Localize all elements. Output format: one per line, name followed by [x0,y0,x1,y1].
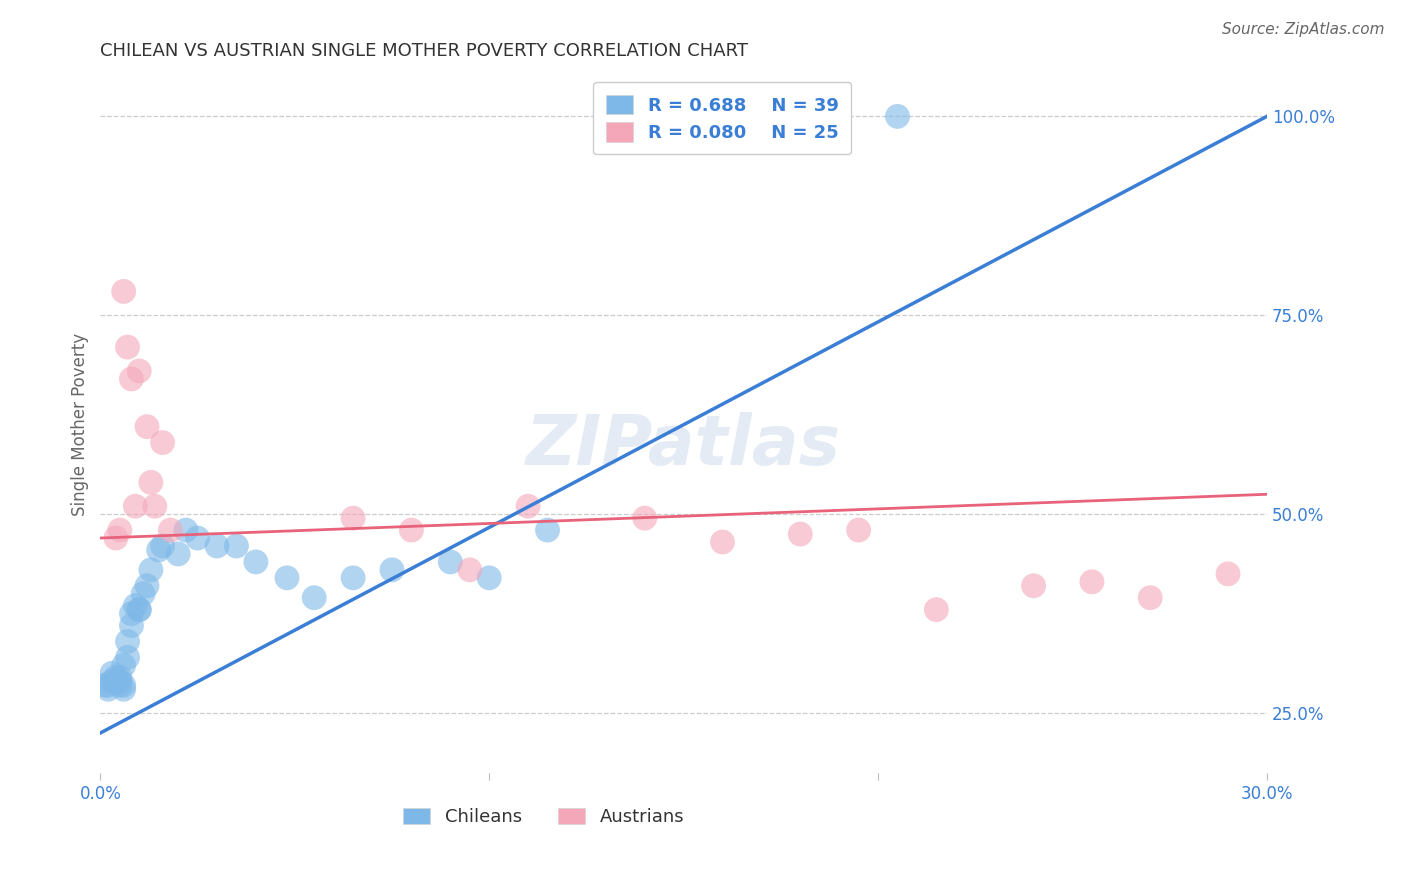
Point [478,571,501,585]
Point [128,602,150,616]
Point [124,500,146,514]
Point [139,563,162,577]
Point [439,555,461,569]
Point [128,364,150,378]
Point [342,571,364,585]
Point [225,539,247,553]
Point [120,618,142,632]
Point [101,666,124,681]
Point [97,682,120,697]
Point [108,670,131,684]
Point [848,523,870,537]
Text: ZIPatlas: ZIPatlas [526,412,841,479]
Point [101,674,124,689]
Point [159,523,181,537]
Point [104,531,127,545]
Point [136,419,159,434]
Point [104,670,127,684]
Point [148,543,170,558]
Point [120,607,142,621]
Point [112,658,135,673]
Point [117,340,139,354]
Point [108,523,131,537]
Point [302,591,325,605]
Point [108,678,131,692]
Point [342,511,364,525]
Point [458,563,481,577]
Text: Source: ZipAtlas.com: Source: ZipAtlas.com [1222,22,1385,37]
Text: CHILEAN VS AUSTRIAN SINGLE MOTHER POVERTY CORRELATION CHART: CHILEAN VS AUSTRIAN SINGLE MOTHER POVERT… [100,42,748,60]
Point [167,547,190,561]
Y-axis label: Single Mother Poverty: Single Mother Poverty [72,333,89,516]
Point [120,372,142,386]
Point [1139,591,1161,605]
Point [205,539,228,553]
Point [245,555,267,569]
Point [1216,566,1239,581]
Point [187,531,209,545]
Point [789,527,811,541]
Point [1081,574,1104,589]
Point [112,682,135,697]
Point [132,587,155,601]
Point [104,674,127,689]
Point [117,634,139,648]
Point [174,523,197,537]
Point [108,674,131,689]
Point [117,650,139,665]
Point [143,500,166,514]
Point [517,500,540,514]
Point [152,539,174,553]
Point [124,599,146,613]
Point [276,571,298,585]
Point [401,523,423,537]
Point [97,678,120,692]
Legend: Chileans, Austrians: Chileans, Austrians [396,801,692,833]
Point [536,523,558,537]
Point [152,435,174,450]
Point [925,602,948,616]
Point [136,579,159,593]
Point [381,563,404,577]
Point [93,678,115,692]
Point [886,109,908,123]
Point [128,602,150,616]
Point [112,678,135,692]
Point [634,511,657,525]
Point [139,475,162,490]
Point [112,285,135,299]
Point [1022,579,1045,593]
Point [711,535,734,549]
